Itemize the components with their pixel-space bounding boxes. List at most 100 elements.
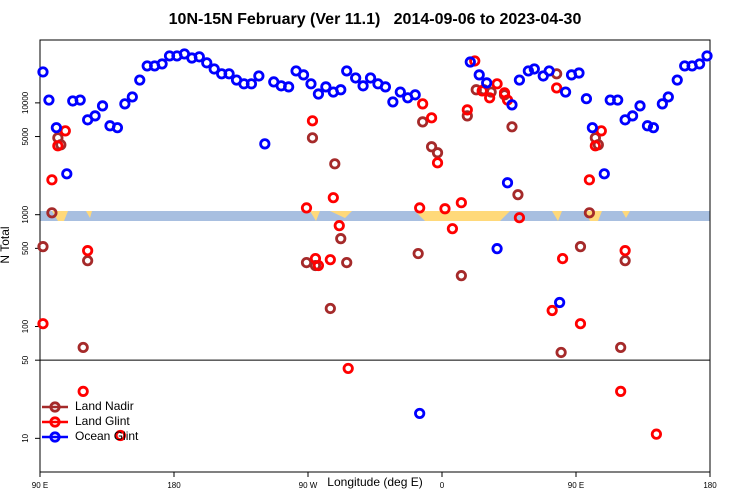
x-tick-label: 0 [440, 481, 445, 490]
point [312, 259, 325, 272]
point [455, 197, 467, 209]
point [46, 174, 58, 186]
point [59, 125, 71, 137]
point [82, 245, 94, 257]
legend-marker [49, 431, 61, 443]
point [312, 88, 325, 100]
point [439, 203, 451, 215]
point [46, 207, 58, 219]
y-axis-label: N Total [0, 226, 12, 263]
point [245, 78, 258, 90]
point [417, 116, 429, 128]
point [598, 168, 610, 180]
legend-label: Land Glint [75, 414, 130, 428]
x-tick-label: 90 E [32, 481, 48, 490]
point [297, 69, 310, 81]
point [647, 122, 660, 134]
plot-frame [39, 39, 711, 473]
point [114, 429, 127, 442]
y-tick-label: 100 [21, 319, 30, 333]
point [126, 91, 138, 103]
point [253, 70, 265, 82]
point [223, 68, 235, 80]
point [615, 385, 627, 397]
point [662, 91, 674, 103]
point [417, 98, 429, 110]
point [259, 138, 271, 150]
point [61, 168, 73, 180]
y-tick-label: 10 [21, 433, 30, 442]
point [501, 177, 514, 189]
point [77, 385, 89, 397]
point [506, 121, 518, 133]
point [364, 72, 377, 84]
point [506, 99, 518, 111]
point [335, 233, 347, 245]
point [551, 82, 563, 94]
point [305, 78, 317, 90]
point [111, 122, 124, 134]
point [554, 296, 566, 309]
point [37, 66, 49, 78]
point [414, 202, 426, 214]
point [626, 110, 639, 122]
point [425, 141, 438, 153]
point [464, 56, 476, 68]
point [583, 207, 596, 219]
point [37, 241, 49, 253]
point [283, 81, 295, 93]
point [134, 74, 146, 86]
point [306, 132, 319, 144]
point [306, 115, 319, 127]
point [409, 89, 421, 101]
point [446, 223, 459, 235]
x-tick-label: 90 E [568, 481, 584, 490]
point [324, 302, 336, 315]
x-tick-label: 90 W [299, 481, 318, 490]
point [379, 81, 392, 93]
point [656, 98, 668, 110]
point [484, 92, 496, 104]
point [119, 98, 131, 110]
map-strip [40, 211, 710, 221]
point [573, 67, 585, 79]
point [615, 341, 627, 354]
point [574, 241, 587, 253]
legend-label: Land Nadir [75, 399, 134, 413]
point [341, 256, 353, 269]
point [341, 65, 353, 77]
point [461, 110, 473, 122]
point [461, 104, 473, 116]
point [586, 122, 598, 134]
point [481, 77, 493, 89]
chart-title: 10N-15N February (Ver 11.1) 2014-09-06 t… [169, 11, 582, 28]
point [431, 157, 444, 169]
point [701, 50, 713, 62]
x-tick-label: 180 [167, 481, 181, 490]
point [300, 256, 313, 269]
point [335, 84, 347, 96]
point [512, 189, 524, 201]
point [320, 81, 332, 93]
point [473, 69, 485, 81]
point [513, 74, 526, 86]
point [455, 270, 467, 282]
point [559, 86, 572, 98]
point [414, 407, 426, 420]
point [357, 80, 369, 92]
point [555, 346, 567, 359]
point [37, 318, 49, 330]
point [324, 254, 336, 266]
point [77, 341, 89, 354]
point [543, 65, 555, 77]
point [52, 140, 64, 152]
point [671, 74, 683, 86]
point [513, 212, 526, 224]
y-tick-label: 10000 [21, 91, 30, 114]
point [342, 362, 354, 375]
point [50, 122, 62, 134]
point [43, 94, 55, 106]
point [556, 252, 569, 265]
point [96, 100, 109, 112]
